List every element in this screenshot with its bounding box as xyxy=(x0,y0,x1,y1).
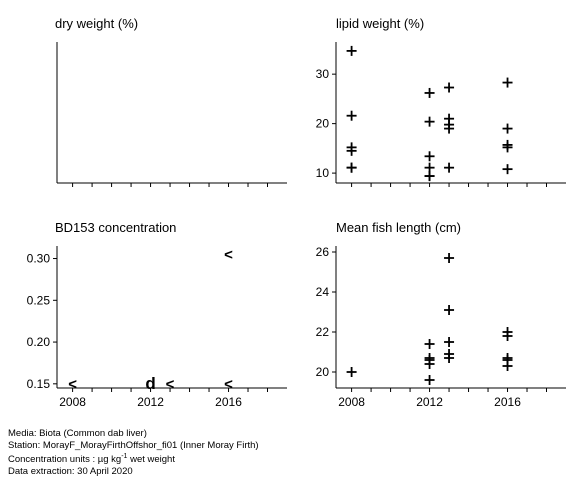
data-point xyxy=(424,339,435,349)
data-point xyxy=(424,171,435,182)
x-tick-label: 2016 xyxy=(215,395,242,409)
caption-units-exp: -1 xyxy=(121,453,128,460)
data-point-symbol: < xyxy=(68,376,77,393)
data-point xyxy=(346,367,357,377)
y-tick-label: 24 xyxy=(316,285,330,299)
data-point xyxy=(424,375,435,385)
panel-bd153-concentration: BD153 concentration 2008 2012 2016 0.15 0.20 0… xyxy=(27,220,287,409)
data-point xyxy=(502,331,513,341)
data-point-symbol: < xyxy=(224,376,233,393)
data-point xyxy=(346,145,357,156)
data-point xyxy=(346,162,357,173)
y-tick-label: 0.30 xyxy=(27,252,51,266)
y-tick-label: 26 xyxy=(316,245,330,259)
figure-caption: Media: Biota (Common dab liver) Station:… xyxy=(8,428,259,477)
y-tick-label: 10 xyxy=(316,166,330,180)
y-tick-label: 20 xyxy=(316,117,330,131)
data-point xyxy=(424,359,435,369)
caption-units-mu: µg kg xyxy=(97,454,122,466)
data-point xyxy=(444,82,455,93)
caption-units-prefix: Concentration units : xyxy=(8,454,98,466)
data-point xyxy=(502,361,513,371)
x-tick-label: 2008 xyxy=(59,395,86,409)
data-point xyxy=(444,123,455,134)
data-point xyxy=(502,77,513,88)
data-point xyxy=(502,164,513,175)
x-tick-label: 2008 xyxy=(338,395,365,409)
caption-station: Station: MorayF_MorayFirthOffshor_fi01 (… xyxy=(8,439,259,451)
panel-title: Mean fish length (cm) xyxy=(336,220,461,235)
data-point xyxy=(424,151,435,162)
data-point xyxy=(444,162,455,173)
x-tick-label: 2016 xyxy=(494,395,521,409)
panel-title: dry weight (%) xyxy=(55,16,138,31)
data-point xyxy=(444,353,455,363)
y-tick-label: 0.25 xyxy=(27,293,51,307)
data-point xyxy=(502,123,513,134)
data-point xyxy=(502,142,513,153)
panel-lipid-weight: lipid weight (%) 10 20 30 xyxy=(316,16,566,187)
y-tick-label: 30 xyxy=(316,67,330,81)
caption-units: Concentration units : µg kg-1 wet weight xyxy=(8,451,259,466)
x-tick-label: 2012 xyxy=(416,395,443,409)
data-point-symbol: < xyxy=(166,376,175,393)
panel-mean-fish-length: Mean fish length (cm) 2008 2012 2016 20 22 24 2… xyxy=(316,220,566,409)
caption-units-suffix: wet weight xyxy=(127,454,175,466)
data-point xyxy=(424,87,435,98)
data-point xyxy=(444,305,455,315)
data-point xyxy=(424,162,435,173)
data-point xyxy=(444,337,455,347)
data-point xyxy=(424,116,435,127)
y-tick-label: 20 xyxy=(316,365,330,379)
y-tick-label: 0.15 xyxy=(27,377,51,391)
x-tick-label: 2012 xyxy=(137,395,164,409)
panel-title: BD153 concentration xyxy=(55,220,176,235)
data-point-symbol: < xyxy=(224,246,233,263)
data-point xyxy=(346,45,357,56)
caption-extraction: Data extraction: 30 April 2020 xyxy=(8,465,133,477)
data-point-symbol: d xyxy=(145,374,155,393)
panel-dry-weight: dry weight (%) xyxy=(55,16,287,187)
data-point xyxy=(444,253,455,263)
caption-media: Media: Biota (Common dab liver) xyxy=(8,428,147,439)
panel-title: lipid weight (%) xyxy=(336,16,424,31)
y-tick-label: 22 xyxy=(316,325,330,339)
data-point xyxy=(346,110,357,121)
y-tick-label: 0.20 xyxy=(27,335,51,349)
